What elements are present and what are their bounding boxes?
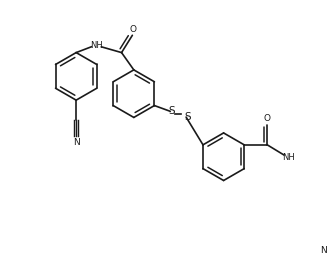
Text: N: N [320, 247, 327, 255]
Text: N: N [73, 138, 79, 147]
Text: O: O [129, 25, 137, 34]
Text: NH: NH [90, 41, 103, 50]
Text: O: O [264, 114, 271, 123]
Text: S: S [169, 106, 175, 116]
Text: S: S [185, 112, 191, 122]
Text: NH: NH [283, 153, 295, 162]
